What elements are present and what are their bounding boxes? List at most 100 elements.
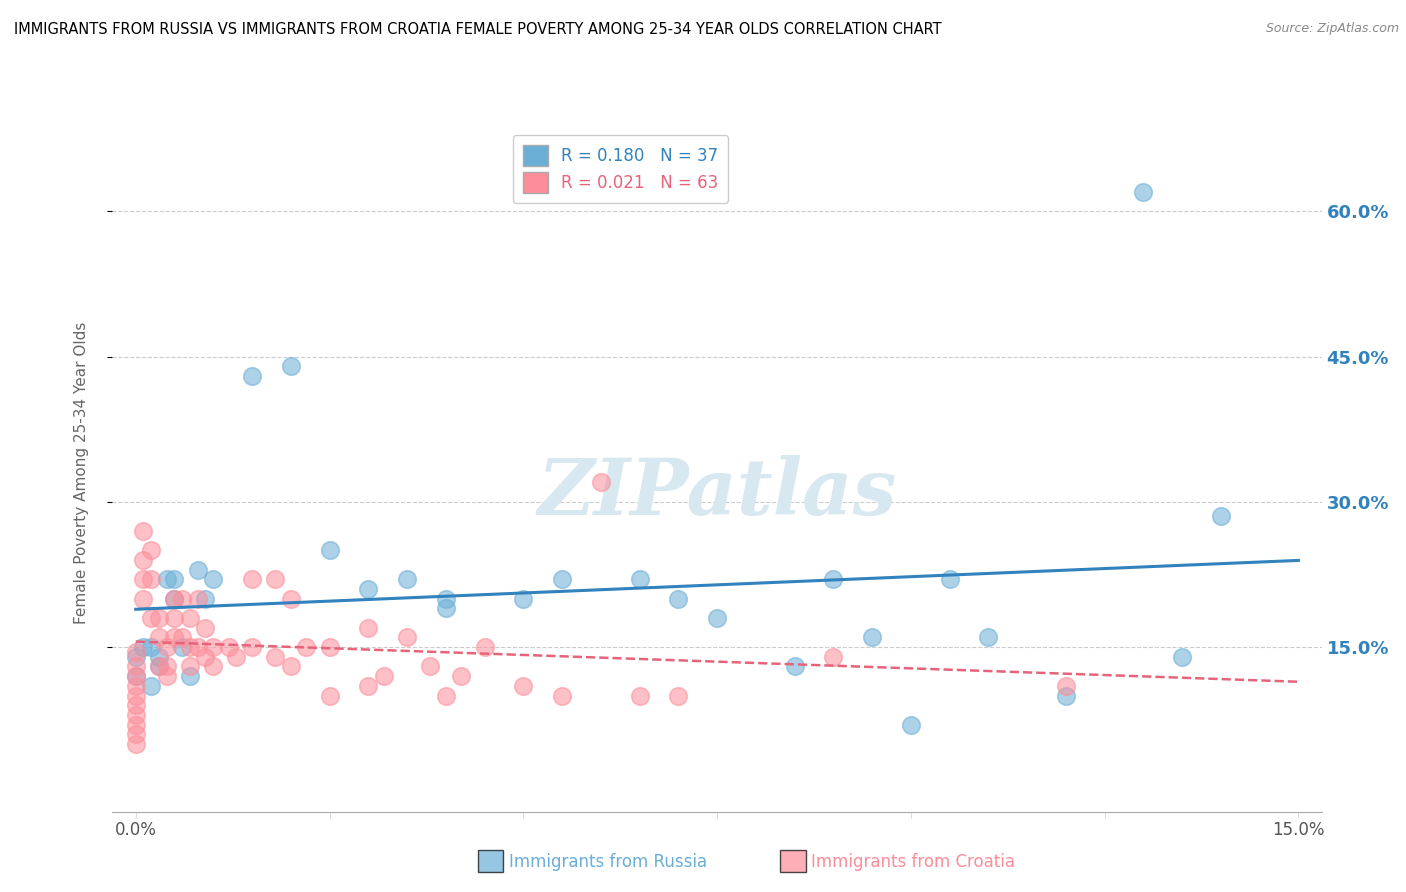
Legend: R = 0.180   N = 37, R = 0.021   N = 63: R = 0.180 N = 37, R = 0.021 N = 63 [513,136,728,202]
Point [141,543,163,558]
Text: Immigrants from Croatia: Immigrants from Croatia [811,853,1015,871]
Point [218,640,240,654]
Point [194,649,217,664]
Point [977,631,1000,645]
Point [156,572,179,586]
Point [179,659,201,673]
Point [373,669,395,683]
Point [163,591,186,606]
Point [628,572,651,586]
Point [141,640,163,654]
Point [148,649,170,664]
Point [1132,185,1154,199]
Point [706,611,728,625]
Point [395,631,418,645]
Point [450,669,472,683]
Point [125,645,148,659]
Text: Source: ZipAtlas.com: Source: ZipAtlas.com [1265,22,1399,36]
Point [141,611,163,625]
Point [666,689,689,703]
Point [823,572,845,586]
Point [419,659,441,673]
Point [132,591,155,606]
Point [551,689,574,703]
Point [132,524,155,538]
Point [1209,509,1232,524]
Point [357,582,380,596]
Point [628,689,651,703]
Point [148,631,170,645]
Point [1171,649,1194,664]
Point [240,572,263,586]
Point [125,689,148,703]
Point [318,640,340,654]
Point [512,591,534,606]
Point [318,689,340,703]
Point [1054,689,1077,703]
Point [187,640,209,654]
Point [156,669,179,683]
Point [172,640,194,654]
Point [156,640,179,654]
Point [172,631,194,645]
Point [141,572,163,586]
Point [434,601,457,615]
Point [225,649,247,664]
Point [860,631,883,645]
Point [141,679,163,693]
Point [148,611,170,625]
Point [194,591,217,606]
Point [240,368,263,383]
Point [202,572,225,586]
Point [264,572,287,586]
Point [589,475,612,490]
Point [163,572,186,586]
Point [1054,679,1077,693]
Point [179,669,201,683]
Point [202,659,225,673]
Point [125,727,148,741]
Point [125,679,148,693]
Point [318,543,340,558]
Point [125,707,148,722]
Point [148,659,170,673]
Point [163,611,186,625]
Point [512,679,534,693]
Point [132,572,155,586]
Y-axis label: Female Poverty Among 25-34 Year Olds: Female Poverty Among 25-34 Year Olds [75,322,89,624]
Point [434,689,457,703]
Point [938,572,960,586]
Point [156,659,179,673]
Point [357,621,380,635]
Point [179,640,201,654]
Point [148,659,170,673]
Point [172,591,194,606]
Point [125,698,148,713]
Point [187,563,209,577]
Text: ZIPatlas: ZIPatlas [537,455,897,532]
Point [187,591,209,606]
Point [357,679,380,693]
Point [202,640,225,654]
Point [132,553,155,567]
Point [474,640,496,654]
Point [163,591,186,606]
Point [280,659,302,673]
Point [125,737,148,751]
Point [295,640,318,654]
Point [163,631,186,645]
Text: IMMIGRANTS FROM RUSSIA VS IMMIGRANTS FROM CROATIA FEMALE POVERTY AMONG 25-34 YEA: IMMIGRANTS FROM RUSSIA VS IMMIGRANTS FRO… [14,22,942,37]
Point [179,611,201,625]
Point [280,591,302,606]
Point [551,572,574,586]
Point [125,649,148,664]
Point [280,359,302,374]
Point [434,591,457,606]
Point [264,649,287,664]
Point [125,717,148,731]
Point [125,669,148,683]
Point [395,572,418,586]
Text: Immigrants from Russia: Immigrants from Russia [509,853,707,871]
Point [783,659,806,673]
Point [240,640,263,654]
